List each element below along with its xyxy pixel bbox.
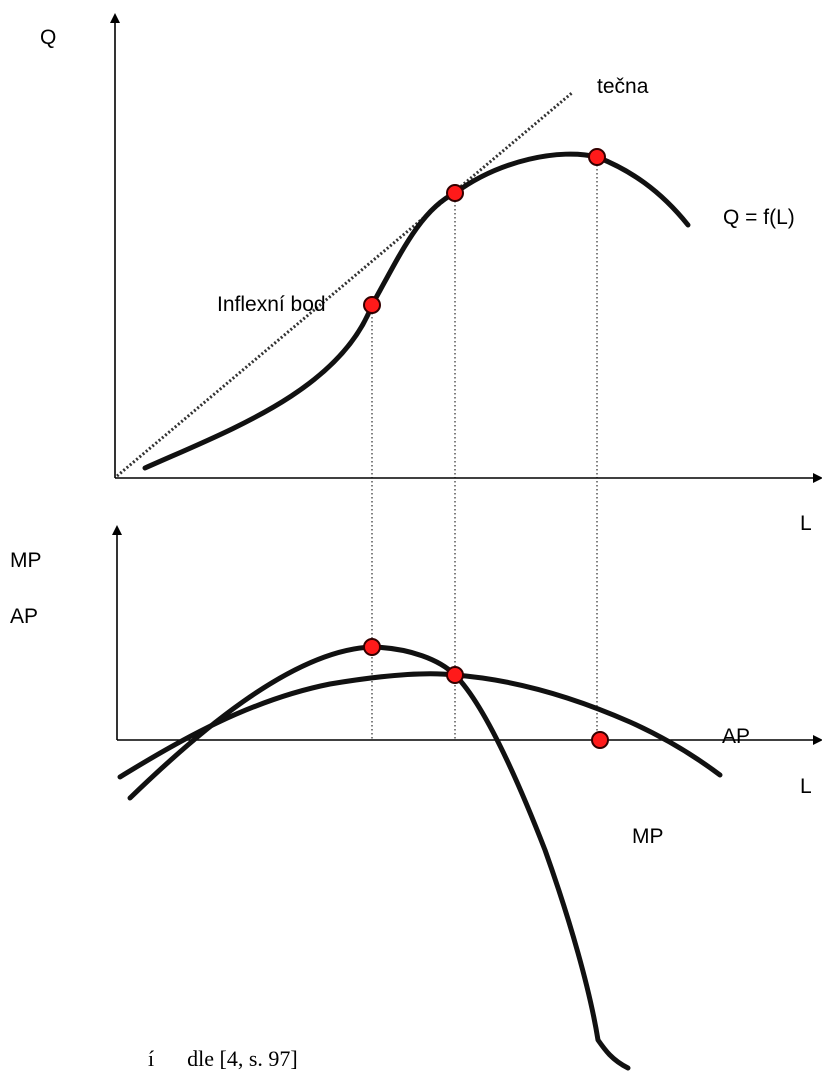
top-y-axis-label: Q xyxy=(40,26,56,49)
top-x-axis-label: L xyxy=(800,512,812,535)
maximum-point-marker xyxy=(588,148,606,166)
mp-zero-marker xyxy=(591,731,609,749)
tangent-point-marker xyxy=(446,184,464,202)
top-graph: Q L tečna Q = f(L) Inflexní bod xyxy=(40,13,822,535)
tangent-line xyxy=(116,90,574,478)
total-product-curve-label: Q = f(L) xyxy=(723,206,795,229)
source-caption: í dle [4, s. 97] xyxy=(148,1046,298,1071)
bottom-y-axis-label-mp: MP xyxy=(10,549,42,572)
average-product-curve-label: AP xyxy=(722,725,750,748)
vertical-guide-lines xyxy=(371,165,598,740)
bottom-graph: MP AP L AP MP xyxy=(10,525,822,1071)
marginal-product-curve-label: MP xyxy=(632,825,664,848)
total-product-curve xyxy=(142,151,691,471)
inflection-point-label: Inflexní bod xyxy=(217,293,326,316)
ap-mp-intersection-marker xyxy=(446,666,464,684)
bottom-y-axis-label-ap: AP xyxy=(10,605,38,628)
inflection-point-marker xyxy=(363,296,381,314)
tangent-label: tečna xyxy=(597,75,649,98)
mp-maximum-marker xyxy=(363,638,381,656)
bottom-x-axis-label: L xyxy=(800,775,812,798)
marginal-product-curve xyxy=(127,644,631,1071)
